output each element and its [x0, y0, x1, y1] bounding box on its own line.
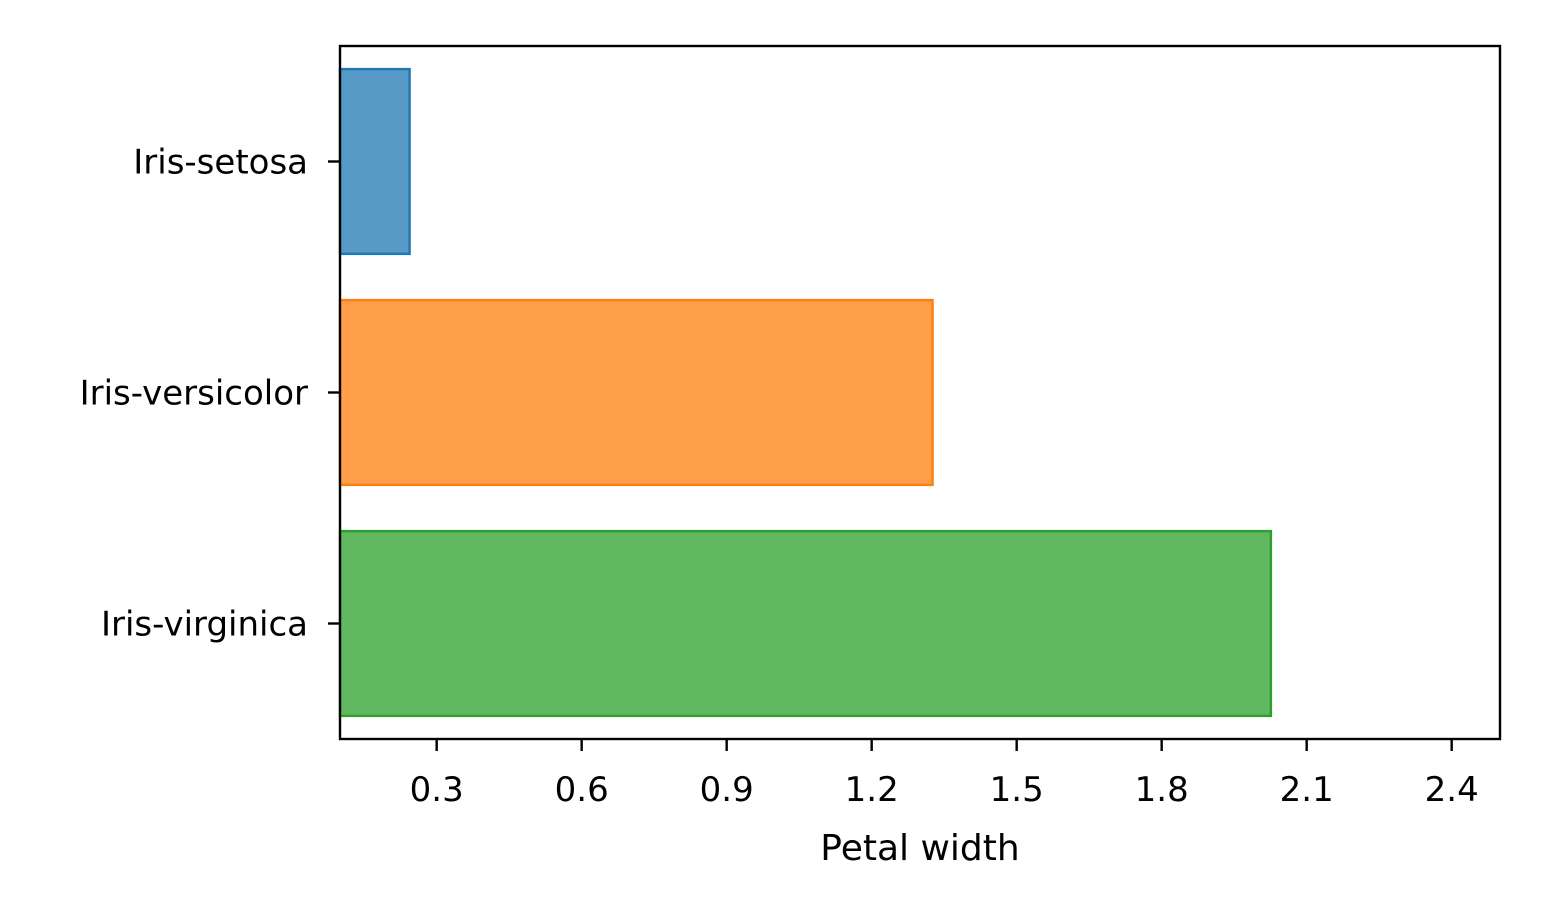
y-axis: Iris-setosa Iris-versicolor Iris-virginica	[80, 143, 340, 645]
y-tick-label: Iris-virginica	[101, 605, 308, 645]
x-axis: 0.3 0.6 0.9 1.2 1.5 1.8 2.1 2.4	[410, 739, 1479, 810]
x-tick-label: 0.9	[700, 770, 754, 810]
bar-iris-setosa	[338, 67, 411, 256]
y-tick-label: Iris-setosa	[133, 143, 308, 183]
x-tick-label: 2.1	[1280, 770, 1334, 810]
bars-group	[338, 67, 1273, 718]
y-tick-label: Iris-versicolor	[80, 374, 308, 414]
x-tick-label: 0.3	[410, 770, 464, 810]
x-tick-label: 2.4	[1425, 770, 1479, 810]
x-tick-label: 1.8	[1135, 770, 1189, 810]
bar-iris-versicolor	[338, 298, 934, 487]
bar-iris-virginica	[338, 529, 1273, 718]
x-tick-label: 1.2	[845, 770, 899, 810]
x-tick-label: 1.5	[990, 770, 1044, 810]
x-tick-label: 0.6	[555, 770, 609, 810]
x-axis-label: Petal width	[820, 828, 1019, 869]
